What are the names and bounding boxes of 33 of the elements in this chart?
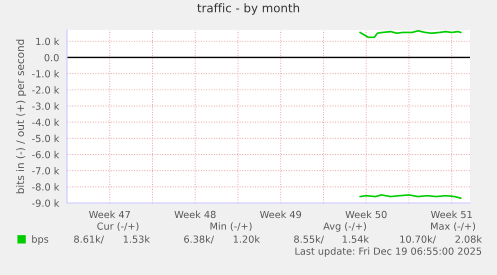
text: Cur (-/+)	[97, 222, 138, 231]
y-tick-label: -7.0 k	[32, 166, 60, 174]
text: 8.61k/	[74, 235, 104, 244]
line-series	[359, 30, 462, 38]
text: Min (-/+)	[210, 222, 252, 231]
y-tick-label: -3.0 k	[32, 102, 60, 110]
y-tick-label: -2.0 k	[32, 86, 60, 94]
x-tick-label: Week 50	[345, 210, 387, 218]
text: 2.08k	[455, 235, 482, 243]
y-axis-title: bits in (-) / out (+) per second	[16, 40, 26, 194]
y-tick-label: -6.0 k	[32, 150, 60, 158]
y-tick-label: -5.0 k	[32, 134, 60, 142]
x-tick-label: Week 47	[89, 210, 130, 218]
text: 1.20k	[234, 235, 260, 243]
text: 8.55k/	[294, 235, 324, 244]
text: Max (-/+)	[431, 222, 476, 231]
text: 1.53k	[124, 235, 150, 243]
y-tick-label: -9.0 k	[32, 199, 60, 207]
y-tick-label: 0.0	[44, 54, 59, 62]
text: Avg (-/+)	[323, 222, 366, 232]
y-tick-label: -1.0 k	[32, 70, 60, 78]
y-tick-label: -8.0 k	[32, 183, 60, 191]
x-tick-label: Week 51	[430, 210, 472, 218]
x-tick-label: Week 48	[174, 210, 216, 218]
y-tick-label: 1.0 k	[36, 38, 60, 46]
text: Last update: Fri Dec 19 06:55:00 2025	[295, 247, 482, 257]
x-tick-label: Week 49	[260, 210, 302, 218]
legend-label: bps	[32, 235, 48, 245]
text: 6.38k/	[184, 235, 214, 244]
chart-title: traffic - by month	[197, 3, 300, 15]
y-tick-label: -4.0 k	[32, 118, 60, 126]
text: 10.70k/	[400, 235, 436, 244]
text: 1.54k	[342, 235, 369, 243]
